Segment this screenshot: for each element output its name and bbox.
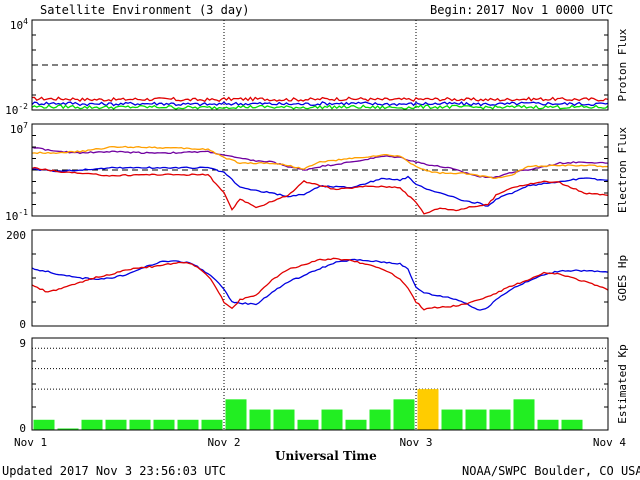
kp-bar xyxy=(489,409,511,430)
kp-bar xyxy=(81,419,103,430)
y-axis-label-proton: Proton Flux xyxy=(616,28,629,101)
x-tick-label: Nov 2 xyxy=(207,436,240,449)
x-axis-label: Universal Time xyxy=(275,449,377,463)
x-tick-label: Nov 3 xyxy=(399,436,432,449)
kp-bar xyxy=(441,409,463,430)
series-proton-blue xyxy=(32,101,608,107)
kp-bar xyxy=(537,419,559,430)
kp-bar xyxy=(345,419,367,430)
kp-bar xyxy=(225,399,247,430)
panel-frame xyxy=(31,229,609,327)
panel-kp: 9 0 Estimated Kp xyxy=(19,337,629,435)
series-electron-orange xyxy=(32,145,608,179)
kp-bar xyxy=(177,419,199,430)
kp-bar xyxy=(513,399,535,430)
y-min-label: 0 xyxy=(19,422,26,435)
y-max-label: 107 xyxy=(10,121,28,136)
plot-area-electron xyxy=(32,124,608,216)
plot-area-proton xyxy=(32,20,608,110)
series-goes_hp-blue xyxy=(32,258,608,311)
y-axis-label-goes_hp: GOES Hp xyxy=(616,255,629,301)
y-min-label: 10-2 xyxy=(5,102,28,117)
begin-value: 2017 Nov 1 0000 UTC xyxy=(476,3,614,17)
y-axis-label-kp: Estimated Kp xyxy=(616,344,629,423)
series-proton-green xyxy=(32,104,608,110)
y-min-label: 0 xyxy=(19,318,26,331)
kp-bar xyxy=(273,409,295,430)
y-axis-label-electron: Electron Flux xyxy=(616,127,629,213)
credit-text: NOAA/SWPC Boulder, CO USA xyxy=(462,464,640,478)
kp-bar xyxy=(201,419,223,430)
kp-bar xyxy=(321,409,343,430)
kp-bar xyxy=(297,419,319,430)
y-max-label: 9 xyxy=(19,337,26,350)
kp-bar xyxy=(417,389,439,430)
kp-bar xyxy=(57,428,79,430)
kp-bar xyxy=(249,409,271,430)
updated-timestamp: Updated 2017 Nov 3 23:56:03 UTC xyxy=(2,464,226,478)
x-tick-label: Nov 1 xyxy=(14,436,47,449)
kp-bar xyxy=(33,419,55,430)
kp-bar xyxy=(129,419,151,430)
x-tick-label: Nov 4 xyxy=(593,436,626,449)
plot-area-kp xyxy=(32,338,608,430)
series-proton-red xyxy=(32,96,608,103)
series-electron-red xyxy=(32,166,608,215)
begin-label: Begin: xyxy=(430,3,474,17)
series-goes_hp-red xyxy=(32,257,608,311)
kp-bar xyxy=(105,419,127,430)
plot-area-goes_hp xyxy=(32,230,608,326)
y-max-label: 104 xyxy=(10,17,28,32)
panel-frame xyxy=(31,19,609,111)
kp-bar xyxy=(465,409,487,430)
panel-proton: 104 10-2 Proton Flux xyxy=(5,17,629,117)
kp-bar xyxy=(153,419,175,430)
series-electron-purple xyxy=(32,146,608,179)
y-min-label: 10-1 xyxy=(5,208,28,223)
panel-electron: 107 10-1 Electron Flux xyxy=(5,121,629,223)
kp-bar xyxy=(561,419,583,430)
y-max-label: 200 xyxy=(6,229,26,242)
kp-bar xyxy=(393,399,415,430)
chart-title: Satellite Environment (3 day) xyxy=(40,3,250,17)
kp-bar xyxy=(369,409,391,430)
panel-goes_hp: 200 0 GOES Hp xyxy=(6,229,629,331)
